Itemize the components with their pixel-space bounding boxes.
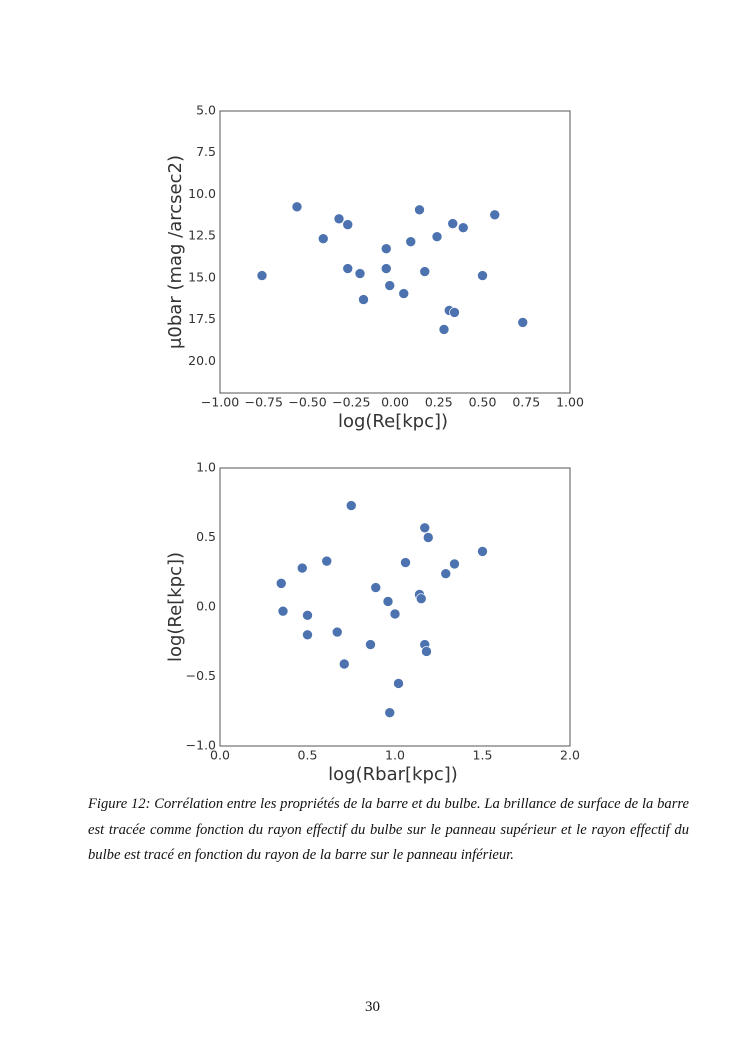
point bbox=[321, 555, 333, 567]
point bbox=[457, 222, 469, 233]
point bbox=[277, 605, 289, 617]
y-axis-label: log(Re[kpc]) bbox=[165, 552, 186, 662]
x-tick-label: −1.00 bbox=[201, 395, 239, 410]
point bbox=[477, 270, 488, 281]
figure: −1.00 −0.75 −0.50 −0.25 0.00 0.25 0.50 0.75 1.00… bbox=[165, 103, 584, 786]
point bbox=[256, 270, 268, 281]
y-axis-label: μ0bar (mag /arcsec2) bbox=[165, 155, 186, 349]
point bbox=[517, 317, 529, 328]
x-tick-label: −0.50 bbox=[288, 395, 326, 410]
x-tick-label: 0.75 bbox=[512, 395, 540, 410]
y-tick-label: 12.5 bbox=[188, 228, 216, 243]
axes-frame bbox=[219, 110, 571, 394]
point bbox=[365, 639, 376, 650]
caption: Figure 12: Corrélation entre les proprié… bbox=[88, 796, 689, 863]
point bbox=[489, 209, 501, 221]
y-tick-label: −0.5 bbox=[186, 668, 216, 683]
x-axis-label: log(Re[kpc]) bbox=[338, 411, 448, 432]
point bbox=[380, 263, 392, 274]
point bbox=[302, 610, 313, 621]
point bbox=[419, 522, 431, 534]
y-tick-label: 20.0 bbox=[188, 353, 216, 368]
x-axis-label: log(Rbar[kpc]) bbox=[328, 764, 458, 785]
point bbox=[317, 233, 329, 244]
x-tick-label: 0.00 bbox=[381, 395, 409, 410]
point bbox=[342, 263, 354, 274]
x-tick-label: 0.5 bbox=[298, 748, 318, 763]
point bbox=[431, 231, 443, 242]
point bbox=[370, 582, 382, 593]
y-tick-label: 5.0 bbox=[196, 103, 216, 118]
point bbox=[405, 236, 417, 247]
point bbox=[296, 562, 308, 574]
x-tick-label: 1.0 bbox=[385, 748, 405, 763]
x-tick-label: −0.75 bbox=[245, 395, 283, 410]
point bbox=[345, 500, 357, 511]
point bbox=[398, 288, 410, 299]
y-tick-label: 0.0 bbox=[196, 599, 216, 614]
x-tick-label: −0.25 bbox=[332, 395, 370, 410]
point bbox=[384, 280, 396, 291]
point bbox=[438, 324, 450, 335]
point bbox=[384, 707, 396, 718]
y-tick-label: 0.5 bbox=[196, 529, 216, 544]
point bbox=[415, 593, 427, 604]
point bbox=[447, 218, 459, 229]
point bbox=[419, 266, 431, 277]
axes-frame bbox=[219, 467, 571, 747]
point bbox=[422, 532, 434, 543]
page-number: 30 bbox=[365, 999, 380, 1015]
point bbox=[400, 557, 411, 568]
x-tick-label: 1.00 bbox=[556, 395, 584, 410]
point bbox=[421, 646, 432, 657]
point bbox=[449, 307, 460, 318]
x-tick-label: 1.5 bbox=[473, 748, 493, 763]
y-tick-label: −1.0 bbox=[186, 738, 216, 753]
x-tick-label: 0.50 bbox=[469, 395, 497, 410]
point bbox=[275, 578, 287, 589]
point bbox=[354, 268, 366, 279]
x-tick-label: 0.0 bbox=[210, 748, 230, 763]
point bbox=[302, 629, 313, 641]
point bbox=[342, 219, 354, 230]
point bbox=[331, 626, 343, 638]
point bbox=[338, 658, 350, 670]
x-tick-label: 0.25 bbox=[425, 395, 453, 410]
point bbox=[291, 201, 303, 213]
point bbox=[477, 546, 488, 557]
y-tick-label: 1.0 bbox=[196, 460, 216, 475]
y-tick-label: 15.0 bbox=[188, 269, 216, 284]
y-tick-label: 17.5 bbox=[188, 311, 216, 326]
y-tick-label: 7.5 bbox=[196, 144, 216, 159]
y-tick-label: 10.0 bbox=[188, 186, 216, 201]
point bbox=[393, 678, 404, 689]
point bbox=[389, 608, 401, 620]
point bbox=[333, 213, 345, 225]
point bbox=[358, 294, 369, 305]
point bbox=[382, 596, 394, 607]
point bbox=[380, 243, 392, 254]
point bbox=[440, 568, 452, 579]
point bbox=[414, 204, 425, 216]
x-tick-label: 2.0 bbox=[560, 748, 580, 763]
point bbox=[449, 558, 460, 570]
